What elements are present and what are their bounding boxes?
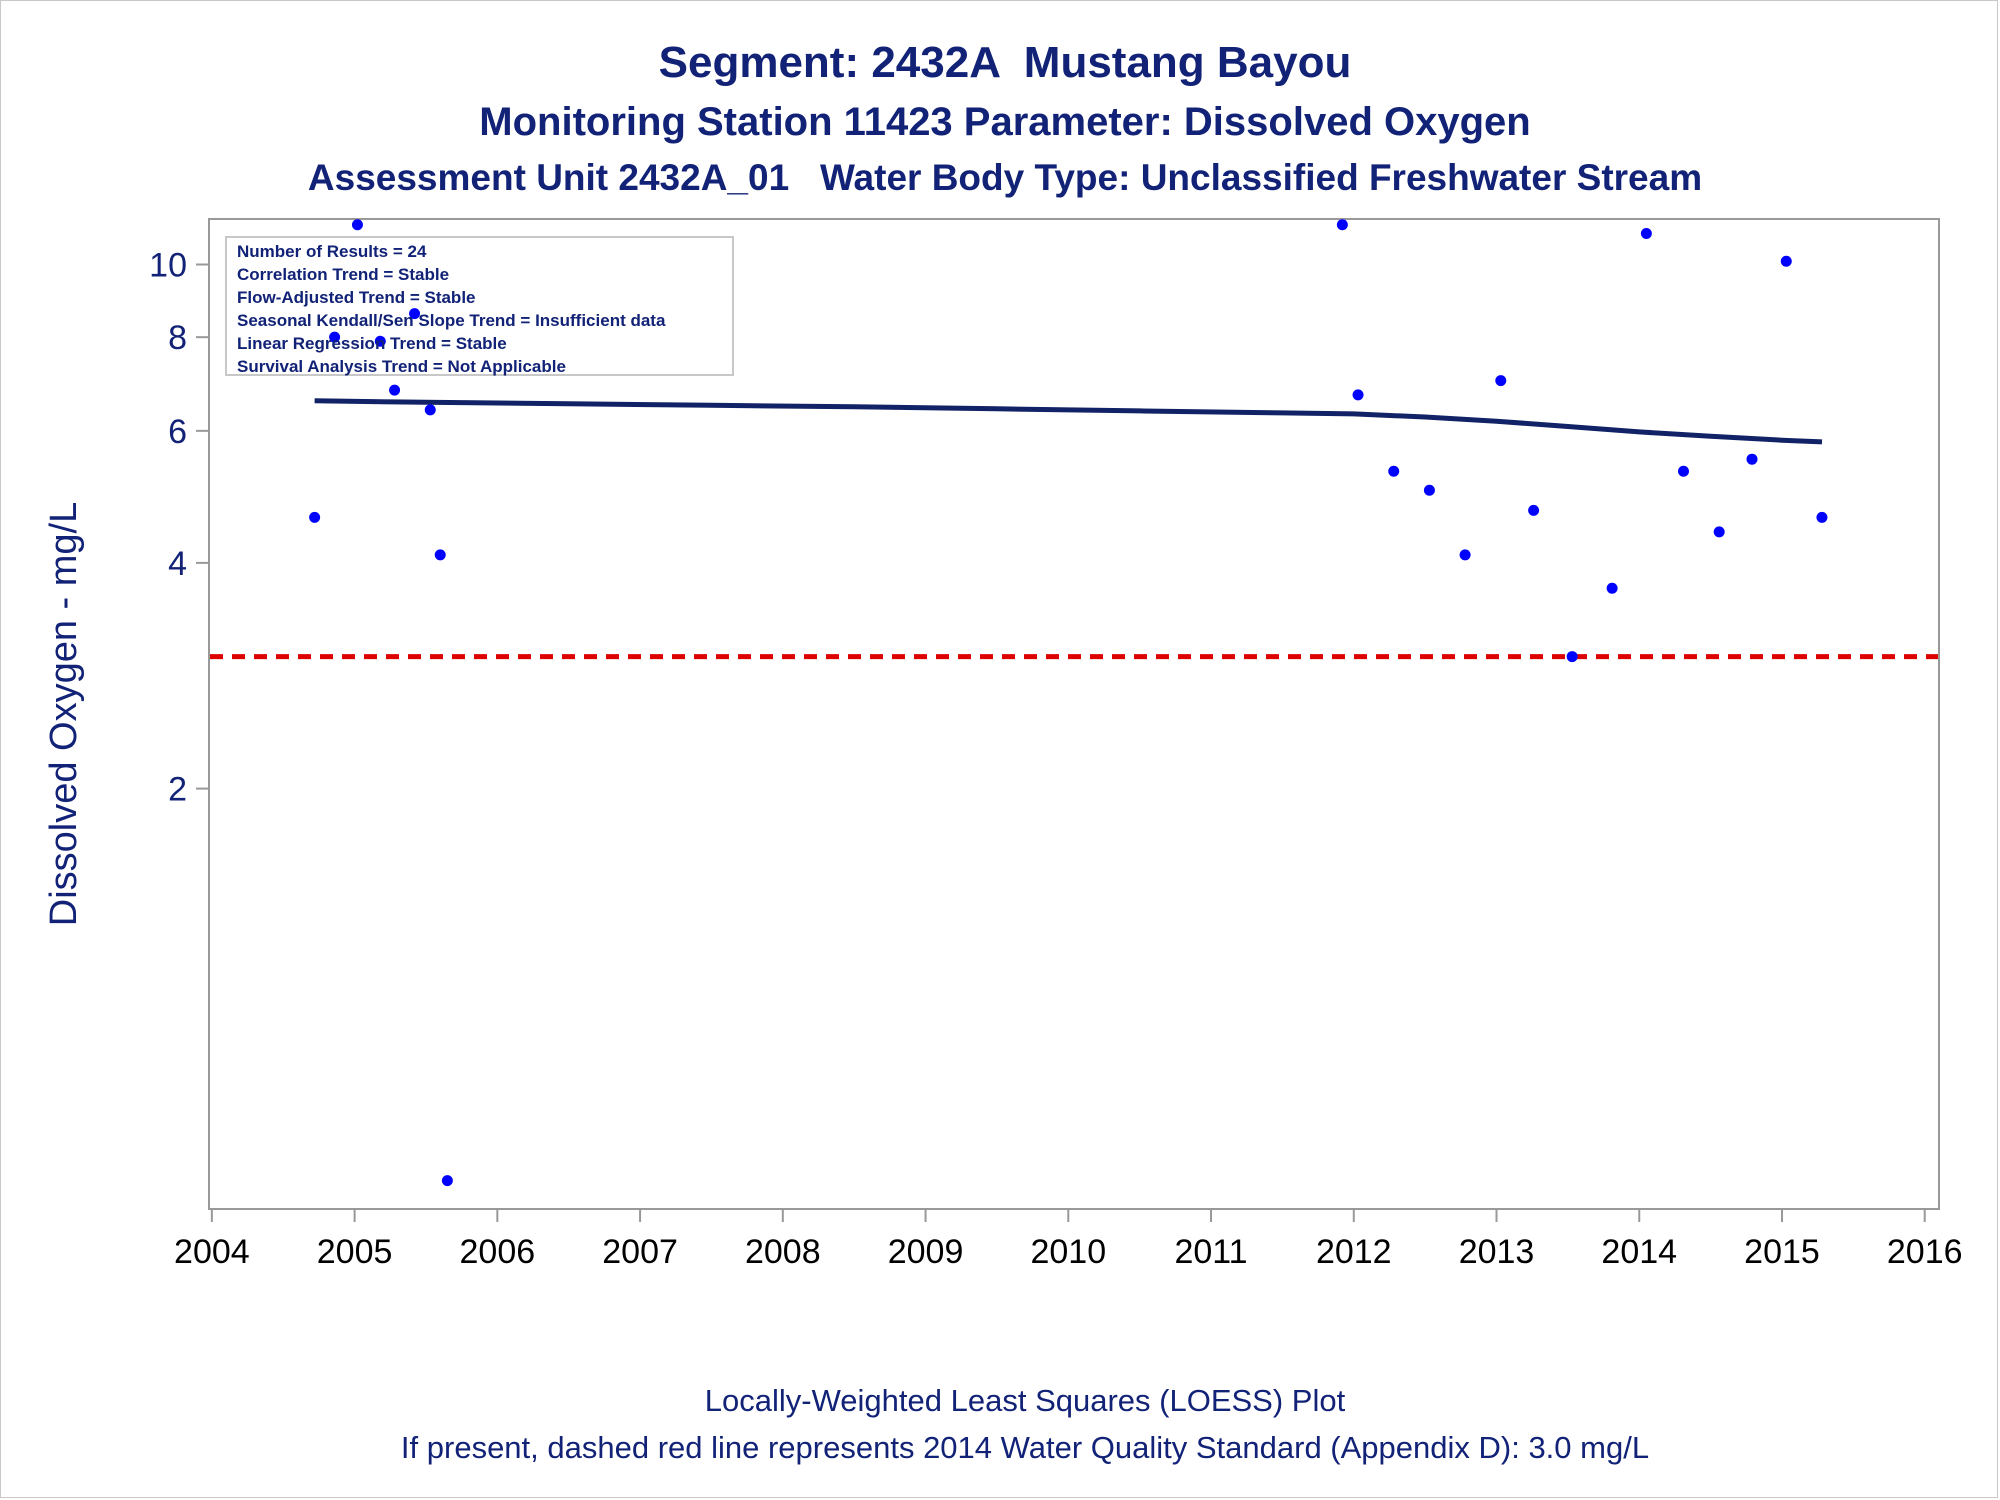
x-tick-label: 2012 [1316, 1233, 1392, 1271]
data-point [1606, 582, 1618, 594]
x-tick-label: 2007 [602, 1233, 678, 1271]
data-point [1780, 255, 1792, 267]
y-tick-label: 8 [168, 319, 187, 357]
stats-line-results: Number of Results = 24 [237, 242, 427, 261]
data-point [1713, 526, 1725, 538]
x-tick-label: 2006 [460, 1233, 536, 1271]
y-tick-label: 2 [168, 771, 187, 809]
x-tick-label: 2016 [1887, 1233, 1963, 1271]
data-point [1388, 465, 1400, 477]
x-tick-label: 2015 [1744, 1233, 1820, 1271]
stats-line-survival: Survival Analysis Trend = Not Applicable [237, 357, 566, 376]
y-tick-label: 10 [149, 247, 187, 285]
stats-line-seasonal-kendall: Seasonal Kendall/Sen Slope Trend = Insuf… [237, 311, 666, 330]
chart-title: Segment: 2432A Mustang Bayou [658, 38, 1352, 87]
footnote-standard: If present, dashed red line represents 2… [400, 1430, 1650, 1465]
x-tick-label: 2004 [174, 1233, 250, 1271]
data-point [329, 331, 341, 343]
data-point [1640, 227, 1652, 239]
data-point [409, 308, 421, 320]
x-tick-label: 2014 [1601, 1233, 1677, 1271]
data-point [309, 511, 321, 523]
data-point [1336, 219, 1348, 231]
data-point [1566, 651, 1578, 663]
data-point [389, 384, 401, 396]
data-point [351, 219, 363, 231]
y-tick-label: 6 [168, 413, 187, 451]
data-point [1459, 549, 1471, 561]
data-point [1423, 484, 1435, 496]
y-axis-label: Dissolved Oxygen - mg/L [43, 502, 85, 927]
y-tick-label: 4 [168, 545, 187, 583]
x-tick-label: 2008 [745, 1233, 821, 1271]
stats-line-linear-regression: Linear Regression Trend = Stable [237, 334, 507, 353]
x-tick-label: 2013 [1459, 1233, 1535, 1271]
data-point [1528, 504, 1540, 516]
data-point [1495, 375, 1507, 387]
data-point [441, 1175, 453, 1187]
data-point [1677, 465, 1689, 477]
stats-line-correlation: Correlation Trend = Stable [237, 265, 450, 284]
stats-line-flow-adjusted: Flow-Adjusted Trend = Stable [237, 288, 476, 307]
stats-box: Number of Results = 24 Correlation Trend… [225, 236, 734, 376]
data-point [374, 335, 386, 347]
loess-curve [314, 398, 1823, 445]
data-point [434, 549, 446, 561]
data-point [1816, 511, 1828, 523]
x-tick-label: 2011 [1174, 1233, 1247, 1271]
chart-subtitle-assessment: Assessment Unit 2432A_01 Water Body Type… [307, 157, 1703, 198]
chart-subtitle-station: Monitoring Station 11423 Parameter: Diss… [479, 100, 1531, 144]
data-point [1746, 453, 1758, 465]
x-tick-label: 2005 [317, 1233, 393, 1271]
data-point [424, 404, 436, 416]
x-tick-label: 2009 [888, 1233, 964, 1271]
x-tick-label: 2010 [1030, 1233, 1106, 1271]
plot-area-frame [208, 218, 1940, 1210]
footnote-loess: Locally-Weighted Least Squares (LOESS) P… [704, 1383, 1346, 1418]
data-point [1352, 389, 1364, 401]
